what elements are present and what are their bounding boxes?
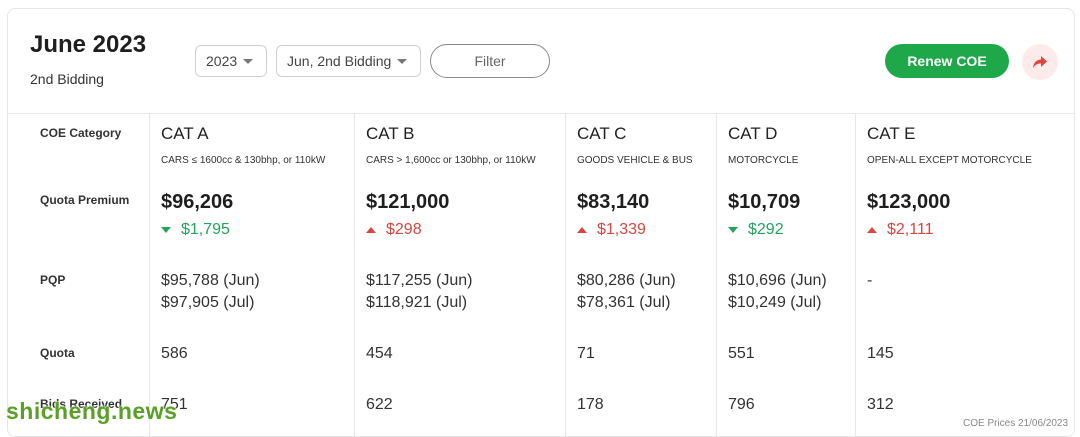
category-name: CAT A <box>161 124 209 143</box>
bids-received-value: 796 <box>728 396 755 413</box>
category-description: CARS > 1,600cc or 130bhp, or 110kW <box>366 155 536 166</box>
bids-received-value: 312 <box>867 396 894 413</box>
pqp-june: - <box>867 272 873 289</box>
bidding-select[interactable]: Jun, 2nd Bidding <box>276 45 421 77</box>
premium-change: $2,111 <box>867 221 934 239</box>
pqp-june: $80,286 (Jun) <box>577 272 676 289</box>
pqp-june: $117,255 (Jun) <box>366 272 473 289</box>
category-description: CARS ≤ 1600cc & 130bhp, or 110kW <box>161 155 326 166</box>
watermark: shicheng.news <box>6 398 178 424</box>
quota-value: 586 <box>161 345 188 362</box>
year-select-value: 2023 <box>206 53 238 69</box>
premium-change: $298 <box>366 221 422 239</box>
quota-premium-value: $10,709 <box>728 191 801 213</box>
triangle-down-icon <box>161 227 171 233</box>
page-subtitle: 2nd Bidding <box>30 71 104 87</box>
category-name: CAT E <box>867 124 916 143</box>
pqp-july: $10,249 (Jul) <box>728 294 822 311</box>
triangle-down-icon <box>728 227 738 233</box>
page-title: June 2023 <box>30 31 147 58</box>
chevron-down-icon <box>243 58 254 64</box>
share-button[interactable] <box>1022 44 1058 80</box>
quota-value: 145 <box>867 345 894 362</box>
share-arrow-icon <box>1033 56 1047 68</box>
premium-change: $292 <box>728 221 784 239</box>
column-divider <box>716 114 717 436</box>
column-divider <box>855 114 856 436</box>
pqp-july: $118,921 (Jul) <box>366 294 468 311</box>
premium-change: $1,795 <box>161 221 230 239</box>
header-divider <box>8 113 1074 114</box>
triangle-up-icon <box>577 227 587 233</box>
row-label-bids: Bids Received <box>40 397 123 411</box>
prices-date-note: COE Prices 21/06/2023 <box>963 418 1069 429</box>
premium-change-value: $292 <box>748 221 784 238</box>
renew-coe-button[interactable]: Renew COE <box>885 44 1009 78</box>
bids-received-value: 751 <box>161 396 188 413</box>
premium-change-value: $1,339 <box>597 221 646 238</box>
premium-change-value: $2,111 <box>887 221 934 238</box>
row-label-category: COE Category <box>40 126 122 140</box>
pqp-june: $95,788 (Jun) <box>161 272 260 289</box>
column-divider <box>354 114 355 436</box>
row-label-premium: Quota Premium <box>40 193 130 207</box>
category-description: OPEN-ALL EXCEPT MOTORCYCLE <box>867 155 1032 166</box>
quota-value: 551 <box>728 345 755 362</box>
filter-button[interactable]: Filter <box>430 44 550 78</box>
category-name: CAT C <box>577 124 627 143</box>
pqp-july: $97,905 (Jul) <box>161 294 255 311</box>
triangle-up-icon <box>366 227 376 233</box>
quota-value: 454 <box>366 345 393 362</box>
chevron-down-icon <box>397 58 408 64</box>
quota-premium-value: $83,140 <box>577 191 650 213</box>
category-name: CAT B <box>366 124 415 143</box>
quota-premium-value: $96,206 <box>161 191 234 213</box>
category-description: GOODS VEHICLE & BUS <box>577 155 693 166</box>
premium-change-value: $1,795 <box>181 221 230 238</box>
pqp-july: $78,361 (Jul) <box>577 294 671 311</box>
column-divider <box>149 114 150 436</box>
quota-value: 71 <box>577 345 595 362</box>
row-label-quota: Quota <box>40 346 75 360</box>
triangle-up-icon <box>867 227 877 233</box>
premium-change: $1,339 <box>577 221 646 239</box>
premium-change-value: $298 <box>386 221 422 238</box>
category-description: MOTORCYCLE <box>728 155 799 166</box>
pqp-june: $10,696 (Jun) <box>728 272 827 289</box>
category-name: CAT D <box>728 124 778 143</box>
bids-received-value: 622 <box>366 396 393 413</box>
column-divider <box>565 114 566 436</box>
bids-received-value: 178 <box>577 396 604 413</box>
bidding-select-value: Jun, 2nd Bidding <box>287 53 392 69</box>
quota-premium-value: $121,000 <box>366 191 450 213</box>
row-label-pqp: PQP <box>40 273 66 287</box>
coe-results-card: June 2023 2nd Bidding 2023 Jun, 2nd Bidd… <box>7 8 1075 437</box>
quota-premium-value: $123,000 <box>867 191 951 213</box>
year-select[interactable]: 2023 <box>195 45 267 77</box>
